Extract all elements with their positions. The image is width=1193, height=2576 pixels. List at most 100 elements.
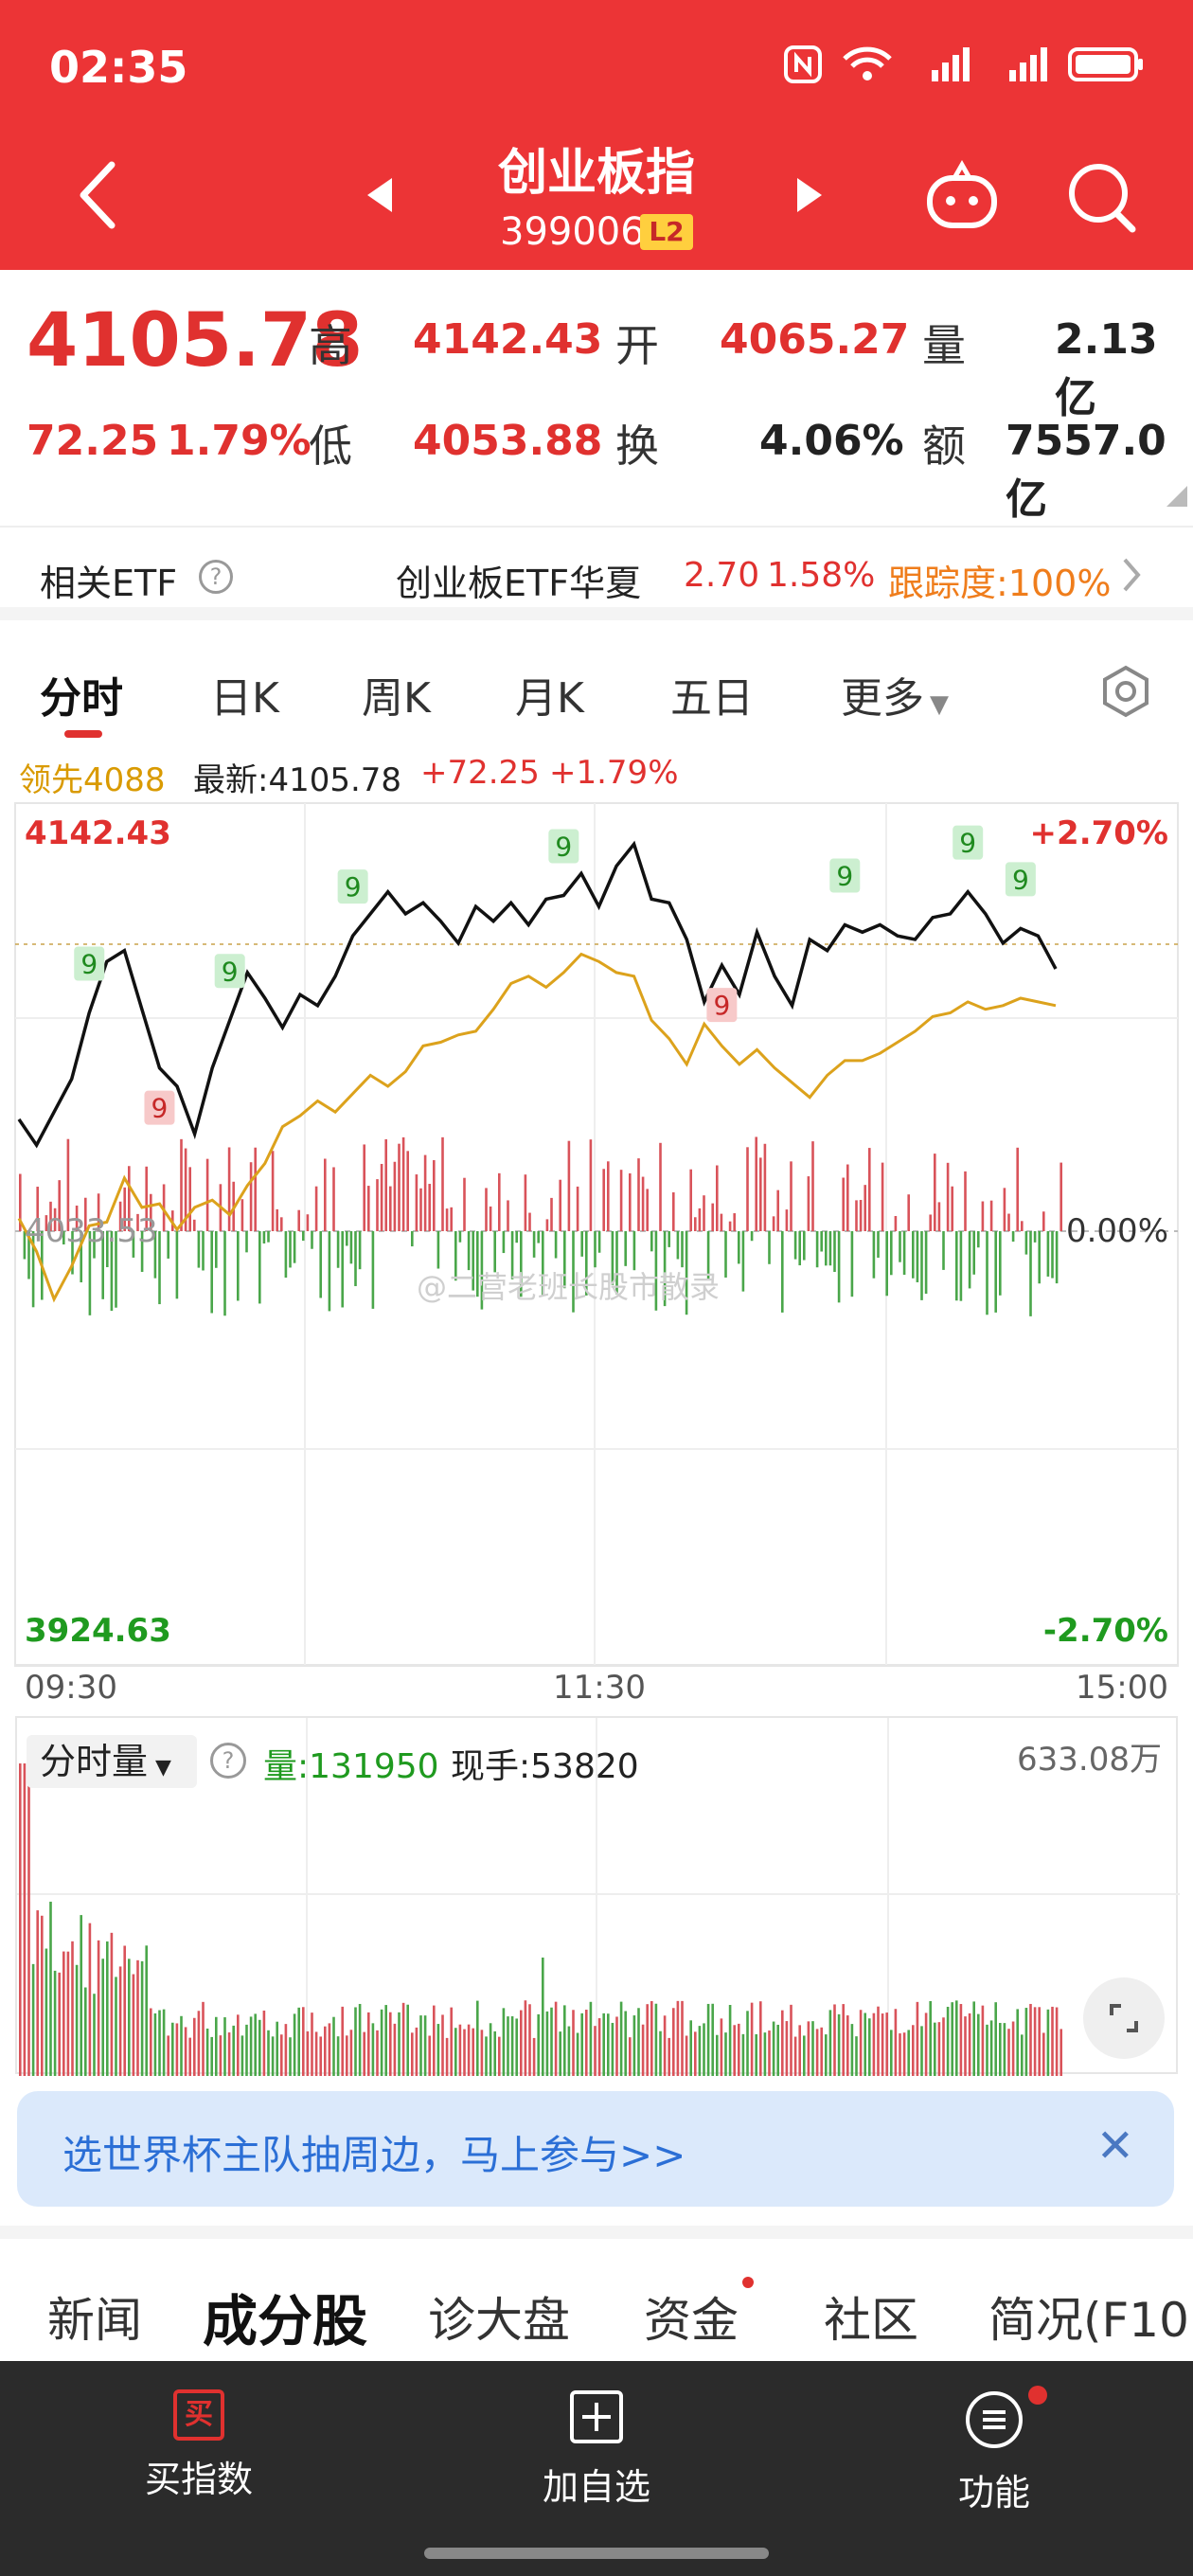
intraday-volume-bar: [467, 1231, 471, 1271]
turnover-label: 换: [615, 420, 659, 472]
intraday-volume-bar: [463, 1177, 466, 1231]
intraday-volume-bar: [1059, 1162, 1062, 1231]
volume-selector[interactable]: 分时量 ▼: [27, 1735, 197, 1788]
tick-volume-bar: [685, 2035, 688, 2076]
tick-volume-bar: [306, 2030, 310, 2076]
subtab-community[interactable]: 社区: [824, 2293, 918, 2348]
tick-volume-bar: [972, 2001, 975, 2076]
chevron-right-icon[interactable]: [1121, 556, 1142, 594]
subtab-profile[interactable]: 简况(F10: [988, 2293, 1189, 2348]
intraday-chart[interactable]: 9 9 9 9 9 9 9 9 9 @二营老班长股市散录 4142.43 4033.53 392…: [0, 796, 1193, 1668]
expand-corner-icon[interactable]: [1166, 486, 1187, 507]
related-etf-row[interactable]: 相关ETF ? 创业板ETF华夏 2.70 1.58% 跟踪度:100%: [0, 526, 1193, 620]
intraday-volume-bar: [793, 1231, 797, 1260]
intraday-volume-bar: [689, 1169, 692, 1231]
tick-volume-bar: [436, 2024, 440, 2076]
add-watchlist-label: 加自选: [542, 2466, 650, 2508]
intraday-volume-bar: [202, 1231, 205, 1271]
tick-volume-bar: [289, 2037, 292, 2076]
tick-volume-bar: [885, 2012, 888, 2076]
intraday-volume-bar: [423, 1154, 427, 1231]
intraday-volume-bar: [820, 1231, 823, 1252]
volume-help-icon[interactable]: ?: [210, 1743, 246, 1779]
sell-signal-marker: 9: [144, 1090, 175, 1125]
tick-volume-bar: [703, 2023, 705, 2076]
subtab-constituents[interactable]: 成分股: [203, 2289, 368, 2353]
tick-volume-bar: [507, 2016, 509, 2076]
tab-daily-k[interactable]: 日K: [210, 674, 279, 723]
tick-volume-bar: [868, 2018, 871, 2076]
tick-volume-bar: [302, 2007, 305, 2076]
tick-volume-bar: [654, 2003, 658, 2076]
tick-volume-bar: [850, 2024, 854, 2076]
functions-button[interactable]: 功能: [871, 2389, 1117, 2515]
search-icon[interactable]: [1066, 159, 1138, 235]
next-index-icon[interactable]: [795, 176, 824, 214]
promo-banner[interactable]: 选世界杯主队抽周边，马上参与>> ✕: [17, 2091, 1174, 2207]
tab-intraday[interactable]: 分时: [40, 674, 123, 723]
prev-index-icon[interactable]: [365, 176, 394, 214]
tab-monthly-k[interactable]: 月K: [515, 674, 584, 723]
stats-pct: +1.79%: [549, 754, 679, 792]
intraday-volume-bar: [846, 1164, 849, 1231]
intraday-volume-bar: [267, 1231, 270, 1243]
intraday-volume-bar: [563, 1231, 566, 1289]
home-indicator[interactable]: [424, 2548, 769, 2559]
tick-volume-bar: [899, 2033, 901, 2076]
add-watchlist-button[interactable]: 加自选: [473, 2389, 720, 2510]
menu-icon: [966, 2391, 1023, 2448]
subtab-news[interactable]: 新闻: [47, 2293, 142, 2348]
intraday-volume-bar: [706, 1231, 710, 1280]
tick-volume-bar: [145, 1945, 148, 2076]
robot-icon[interactable]: [924, 159, 1000, 231]
tick-volume-bar: [502, 2008, 506, 2076]
y-top-label: 4142.43: [25, 814, 171, 852]
tick-volume-bar: [589, 2001, 593, 2076]
intraday-volume-bar: [542, 1231, 544, 1297]
tick-volume-bar: [585, 2010, 588, 2076]
tick-volume-bar: [1055, 2007, 1059, 2076]
settings-icon[interactable]: [1098, 664, 1153, 719]
close-icon[interactable]: ✕: [1095, 2120, 1134, 2173]
intraday-volume-bar: [589, 1139, 593, 1231]
buy-index-button[interactable]: 买 买指数: [76, 2389, 322, 2502]
tick-volume-bar: [27, 1763, 30, 2076]
tick-volume-bar: [202, 2001, 205, 2076]
tab-five-day[interactable]: 五日: [670, 674, 754, 723]
tick-volume-bar: [132, 1974, 135, 2076]
intraday-volume-bar: [632, 1231, 636, 1271]
tab-weekly-k[interactable]: 周K: [362, 674, 431, 723]
tick-volume-bar: [175, 2023, 179, 2076]
stats-change: +72.25: [420, 754, 540, 792]
intraday-volume-bar: [798, 1231, 801, 1266]
tick-volume-bar: [332, 2016, 335, 2076]
tick-volume-bar: [798, 2025, 801, 2076]
tick-volume-bar: [937, 2022, 941, 2076]
intraday-volume-bar: [324, 1158, 327, 1231]
buy-signal-marker: 9: [953, 825, 984, 860]
fullscreen-button[interactable]: [1083, 1977, 1165, 2059]
intraday-volume-bar: [837, 1231, 841, 1303]
tab-more[interactable]: 更多 ▼: [841, 664, 949, 724]
help-icon[interactable]: ?: [199, 560, 233, 594]
tick-volume-bar: [524, 2000, 527, 2076]
tick-volume-bar: [815, 2029, 819, 2076]
subtab-diagnose[interactable]: 诊大盘: [428, 2293, 570, 2348]
tick-volume-bar: [619, 2001, 623, 2076]
tick-volume-bar: [433, 2005, 436, 2076]
y-mid-label: 4033.53: [25, 1212, 158, 1250]
subtab-funds[interactable]: 资金: [644, 2293, 739, 2348]
tick-volume-bar: [162, 2009, 166, 2076]
tick-volume-bar: [419, 2015, 422, 2076]
intraday-volume-bar: [485, 1188, 488, 1231]
intraday-volume-bar: [132, 1231, 135, 1258]
back-icon[interactable]: [74, 159, 121, 231]
intraday-volume-bar: [23, 1231, 27, 1260]
intraday-volume-bar: [507, 1200, 509, 1231]
intraday-volume-bar: [741, 1231, 745, 1292]
tick-volume-bar: [759, 2001, 762, 2076]
tick-volume-bar: [672, 2008, 675, 2076]
volume-chart-svg: [17, 1718, 1180, 2076]
tick-volume-bar: [71, 1941, 74, 2076]
etf-label: 相关ETF: [40, 563, 178, 604]
